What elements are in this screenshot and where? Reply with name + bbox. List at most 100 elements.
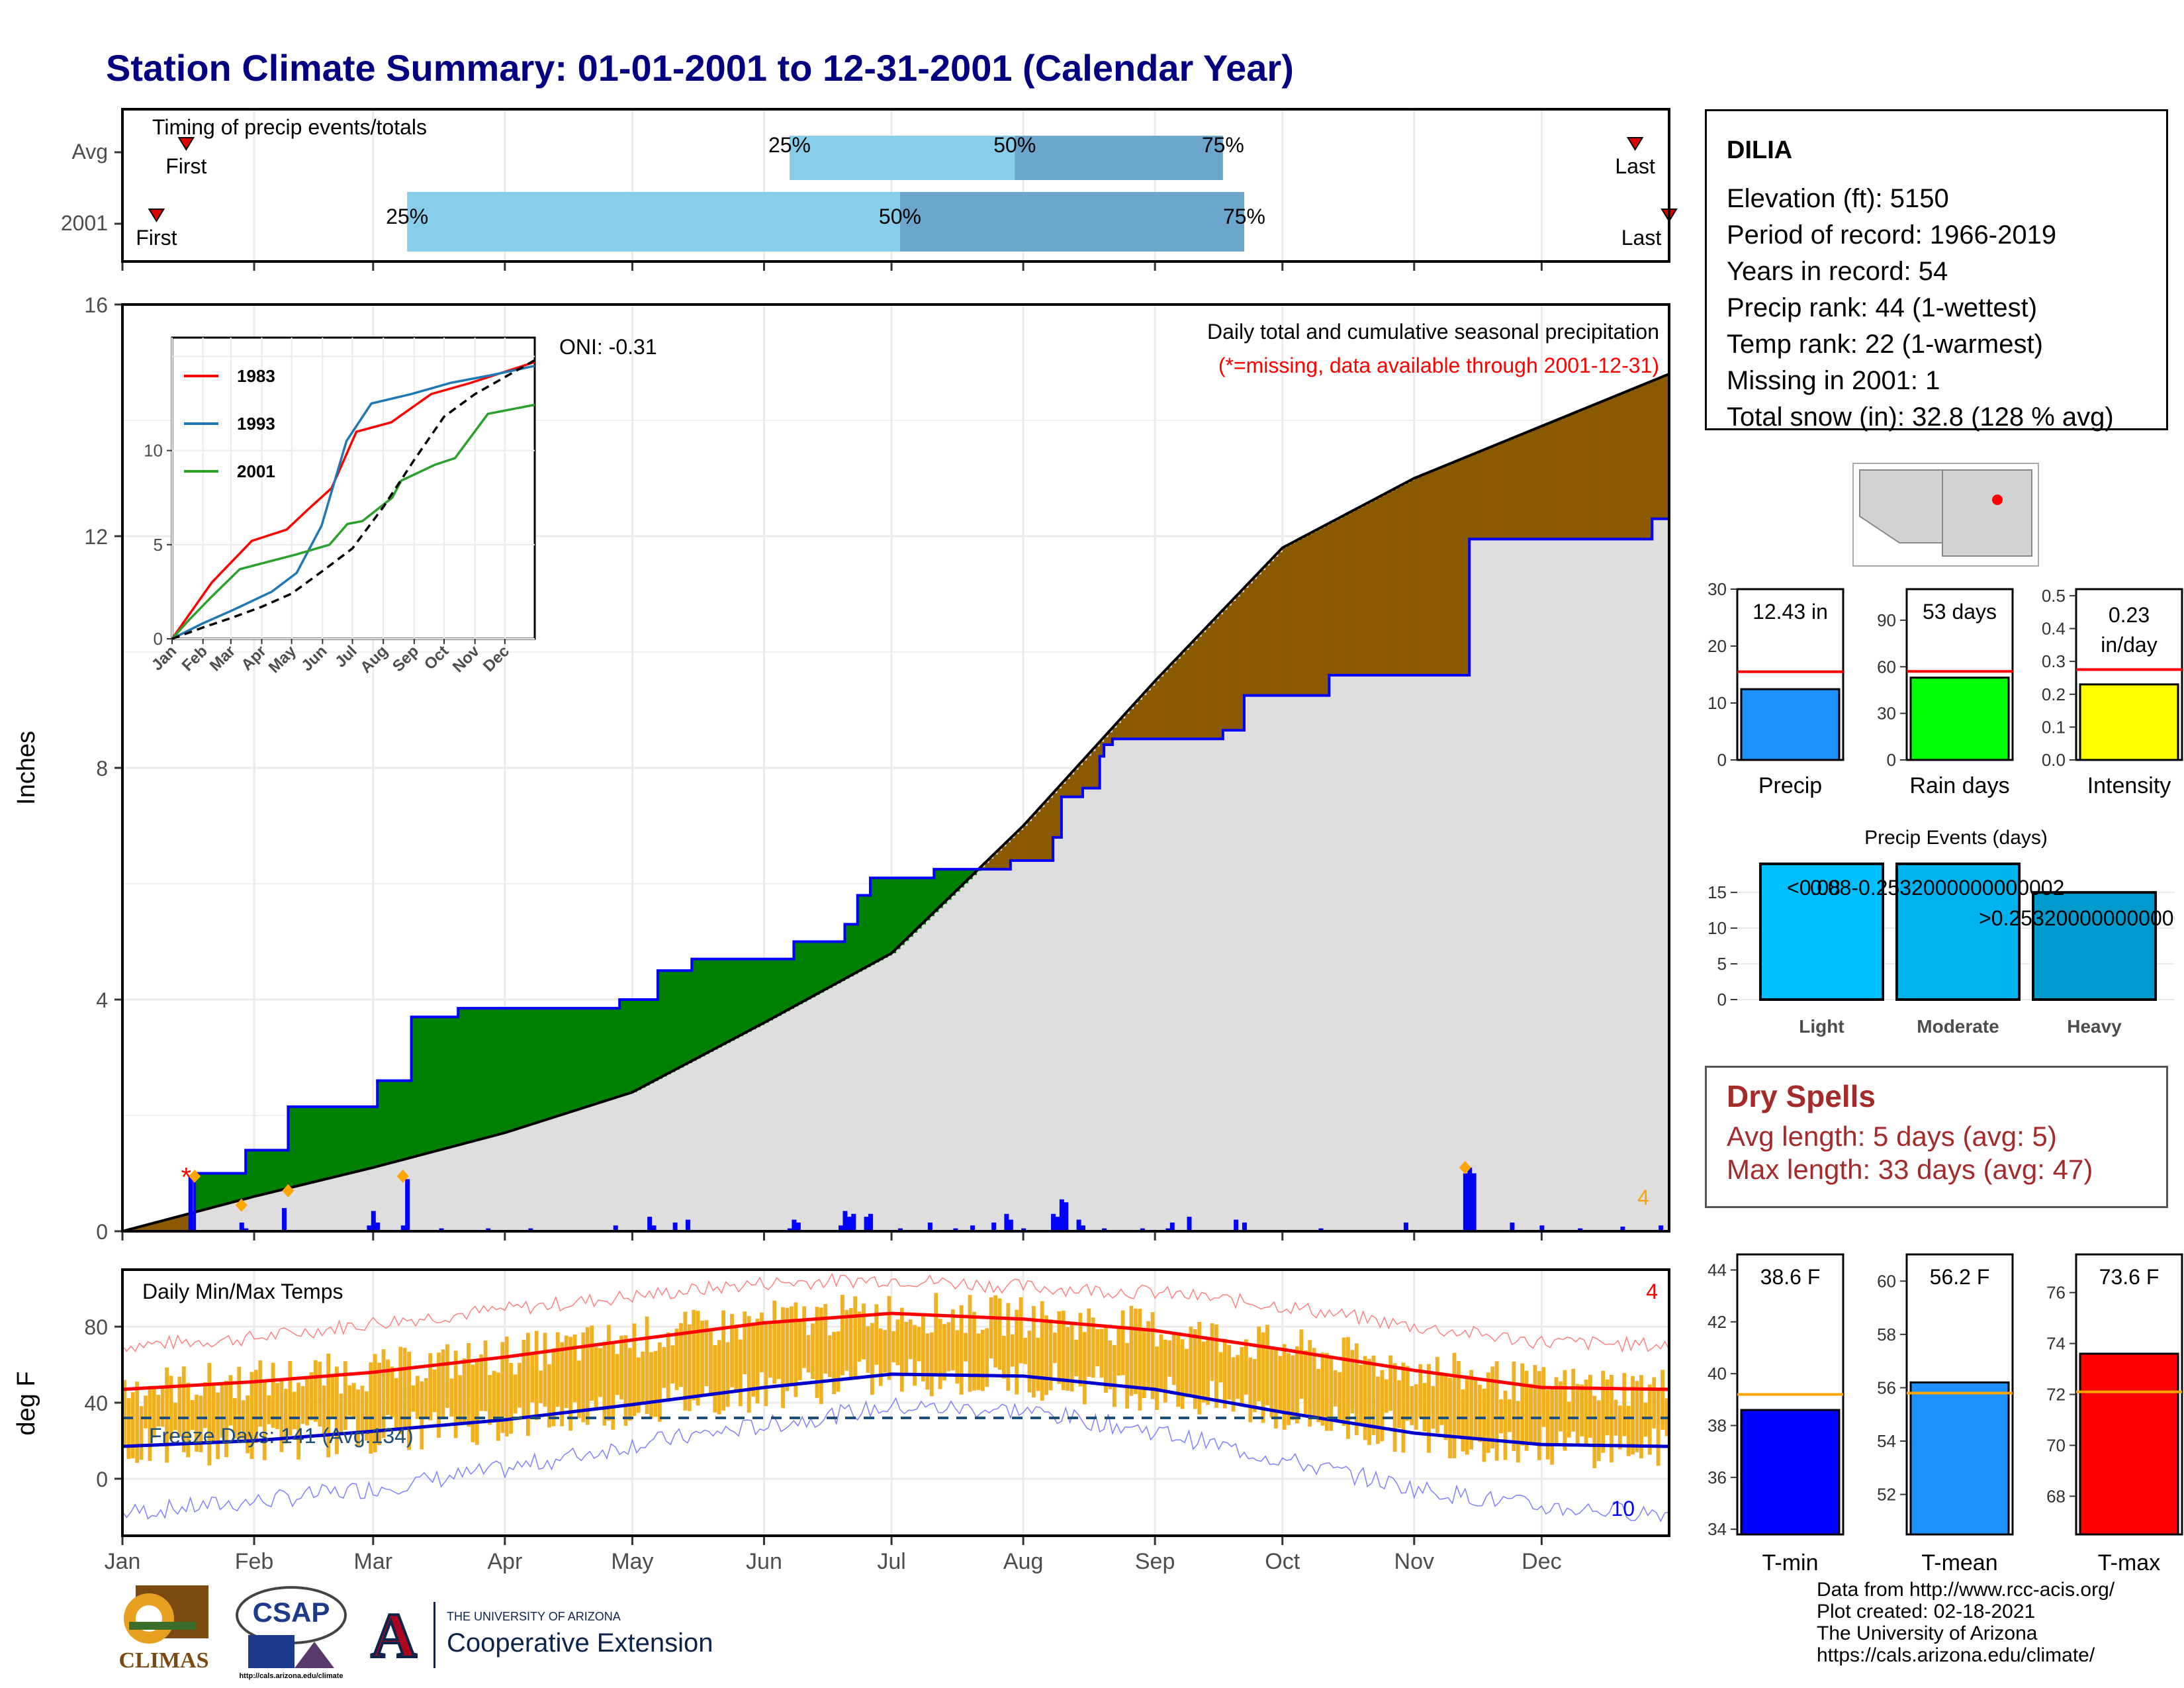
daily-temp-bar	[743, 1311, 747, 1375]
tmean-y-tick-label: 74	[2046, 1334, 2066, 1354]
daily-temp-bar	[343, 1361, 347, 1430]
daily-temp-bar	[781, 1307, 785, 1409]
timing-first-label: First	[136, 226, 177, 250]
deficit-fill	[1095, 746, 1101, 788]
daily-temp-bar	[283, 1388, 288, 1444]
daily-temp-bar	[730, 1313, 734, 1387]
surplus-fill	[789, 959, 795, 1009]
inset-y-tick-label: 5	[154, 535, 163, 555]
surplus-fill	[606, 1008, 612, 1101]
daily-temp-bar	[148, 1388, 152, 1461]
tmean-y-tick-label: 58	[1877, 1325, 1896, 1344]
daily-temp-bar	[1104, 1327, 1108, 1393]
deficit-fill	[1044, 802, 1050, 861]
daily-temp-bar	[300, 1385, 305, 1424]
daily-temp-bar	[479, 1354, 484, 1411]
deficit-fill	[1439, 467, 1445, 675]
surplus-fill	[373, 1106, 378, 1168]
daily-temp-bar	[555, 1332, 560, 1407]
daily-temp-bar	[160, 1385, 165, 1427]
daily-temp-bar	[224, 1380, 228, 1458]
daily-temp-bar	[1125, 1342, 1129, 1409]
surplus-fill	[832, 941, 837, 986]
station-snow: Total snow (in): 32.8 (128 % avg)	[1727, 402, 2114, 432]
surplus-fill	[899, 878, 905, 945]
deficit-fill	[1036, 812, 1041, 861]
daily-temp-bar	[199, 1395, 203, 1452]
surplus-fill	[768, 959, 773, 1021]
surplus-fill	[662, 970, 667, 1077]
daily-temp-bar	[1261, 1332, 1265, 1423]
total-y-tick-label: 0.1	[2042, 717, 2066, 737]
daily-precip-bar	[1008, 1219, 1013, 1231]
daily-precip-bar	[796, 1222, 801, 1231]
surplus-fill	[802, 941, 807, 1002]
temp-y-tick-label: 40	[84, 1391, 108, 1415]
deficit-fill	[1388, 491, 1394, 675]
total-bar	[1740, 688, 1841, 761]
timing-panel-border	[121, 108, 1670, 263]
daily-precip-bar	[1059, 1199, 1064, 1231]
surplus-fill	[364, 1106, 369, 1170]
daily-temp-bar	[713, 1345, 717, 1413]
temp-x-tick-label: May	[611, 1549, 653, 1574]
daily-temp-bar	[734, 1325, 739, 1393]
freeze-days-label: Freeze Days: 141 (Avg:134)	[149, 1424, 414, 1448]
tmean-bar	[1909, 1381, 2010, 1536]
daily-temp-bar	[827, 1335, 832, 1378]
deficit-fill	[1163, 672, 1169, 739]
daily-temp-bar	[173, 1403, 177, 1430]
daily-precip-bar	[405, 1179, 410, 1231]
surplus-fill	[955, 869, 960, 892]
daily-precip-bar	[188, 1176, 193, 1231]
daily-temp-bar	[611, 1341, 615, 1430]
surplus-fill	[764, 959, 769, 1023]
timing-bar-50-75	[899, 192, 1244, 252]
surplus-fill	[207, 1173, 212, 1209]
daily-temp-bar	[1324, 1352, 1329, 1431]
surplus-fill	[390, 1080, 395, 1163]
daily-temp-bar	[246, 1395, 250, 1454]
daily-temp-bar	[1524, 1370, 1529, 1451]
deficit-fill	[1287, 545, 1292, 696]
daily-temp-bar	[1095, 1329, 1100, 1367]
daily-temp-bar	[1439, 1372, 1444, 1425]
surplus-fill	[232, 1173, 238, 1202]
daily-temp-bar	[1138, 1309, 1142, 1411]
daily-temp-bar	[1503, 1390, 1508, 1460]
surplus-fill	[275, 1150, 281, 1192]
deficit-fill	[1661, 377, 1666, 519]
deficit-fill	[1614, 397, 1619, 539]
observed-cumulative-line	[122, 511, 1670, 1233]
deficit-fill	[1291, 543, 1296, 696]
surplus-fill	[525, 1008, 531, 1127]
deficit-fill	[1550, 422, 1555, 539]
inset-series-1993	[171, 364, 535, 640]
temp-x-tick-label: Feb	[235, 1549, 274, 1574]
deficit-fill	[1392, 489, 1398, 675]
daily-temp-bar	[1048, 1319, 1053, 1391]
surplus-fill	[806, 941, 811, 1000]
surplus-fill	[564, 1008, 569, 1114]
deficit-fill	[1210, 623, 1215, 739]
deficit-fill	[1469, 455, 1475, 539]
daily-temp-bar	[1465, 1376, 1469, 1455]
surplus-fill	[887, 878, 892, 956]
deficit-fill	[1104, 737, 1109, 745]
daily-temp-bar	[1027, 1331, 1032, 1393]
total-y-tick-label: 0.3	[2042, 651, 2066, 671]
events-bar-label-moderate: 0.08-0.2532000000000002	[1810, 876, 2064, 900]
surplus-fill	[241, 1173, 246, 1200]
deficit-fill	[181, 1215, 187, 1231]
daily-temp-bar	[1329, 1355, 1334, 1431]
surplus-fill	[220, 1173, 225, 1206]
tmean-y-tick-label: 38	[1707, 1416, 1727, 1436]
daily-temp-bar	[1563, 1370, 1567, 1451]
daily-temp-bar	[615, 1354, 619, 1395]
daily-temp-bar	[1626, 1405, 1631, 1456]
daily-precip-bar	[1578, 1228, 1583, 1231]
daily-temp-bar	[432, 1369, 437, 1413]
deficit-fill	[1384, 494, 1389, 675]
daily-temp-bar	[1422, 1383, 1427, 1432]
deficit-fill	[173, 1217, 179, 1231]
